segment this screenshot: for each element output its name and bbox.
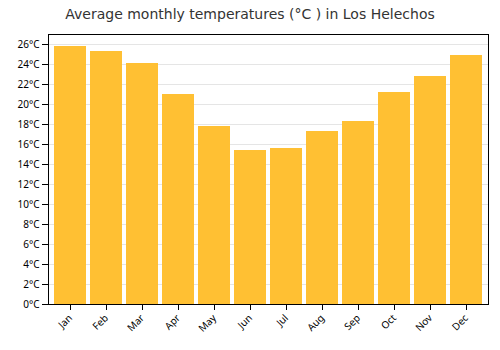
svg-text:4°C: 4°C	[23, 257, 40, 271]
svg-text:May: May	[195, 310, 220, 335]
svg-text:2°C: 2°C	[23, 277, 40, 291]
svg-text:Jan: Jan	[54, 311, 75, 332]
svg-text:Feb: Feb	[89, 311, 111, 333]
svg-text:10°C: 10°C	[17, 197, 40, 211]
svg-text:Dec: Dec	[448, 311, 471, 334]
svg-text:20°C: 20°C	[17, 97, 40, 111]
svg-text:22°C: 22°C	[17, 77, 40, 91]
svg-text:26°C: 26°C	[17, 37, 40, 51]
svg-text:12°C: 12°C	[17, 177, 40, 191]
svg-text:0°C: 0°C	[23, 297, 40, 311]
svg-text:Nov: Nov	[412, 310, 436, 334]
svg-text:14°C: 14°C	[17, 157, 40, 171]
svg-text:Sep: Sep	[341, 311, 363, 333]
svg-text:24°C: 24°C	[17, 57, 40, 71]
svg-text:Apr: Apr	[161, 311, 183, 333]
html-text:Average monthly temperatures (: Average monthly temperatures (°C ) in Lo…	[65, 6, 435, 22]
svg-text:Aug: Aug	[304, 311, 327, 334]
svg-text:Mar: Mar	[124, 311, 147, 334]
svg-text:16°C: 16°C	[17, 137, 40, 151]
svg-text:Oct: Oct	[378, 311, 400, 333]
svg-text:6°C: 6°C	[23, 237, 40, 251]
svg-text:18°C: 18°C	[17, 117, 40, 131]
svg-text:Jul: Jul	[272, 311, 291, 330]
svg-text:Jun: Jun	[234, 311, 255, 332]
svg-text:8°C: 8°C	[23, 217, 40, 231]
